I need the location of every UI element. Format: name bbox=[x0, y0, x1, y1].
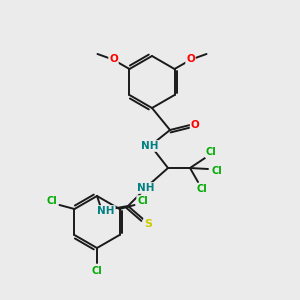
Text: Cl: Cl bbox=[206, 147, 216, 157]
Text: NH: NH bbox=[141, 141, 159, 151]
Text: Cl: Cl bbox=[196, 184, 207, 194]
Text: O: O bbox=[186, 54, 195, 64]
Text: O: O bbox=[109, 54, 118, 64]
Text: O: O bbox=[190, 120, 200, 130]
Text: NH: NH bbox=[137, 183, 155, 193]
Text: Cl: Cl bbox=[212, 166, 222, 176]
Text: Cl: Cl bbox=[92, 266, 102, 276]
Text: Cl: Cl bbox=[46, 196, 57, 206]
Text: NH: NH bbox=[97, 206, 115, 216]
Text: Cl: Cl bbox=[137, 196, 148, 206]
Text: S: S bbox=[144, 219, 152, 229]
